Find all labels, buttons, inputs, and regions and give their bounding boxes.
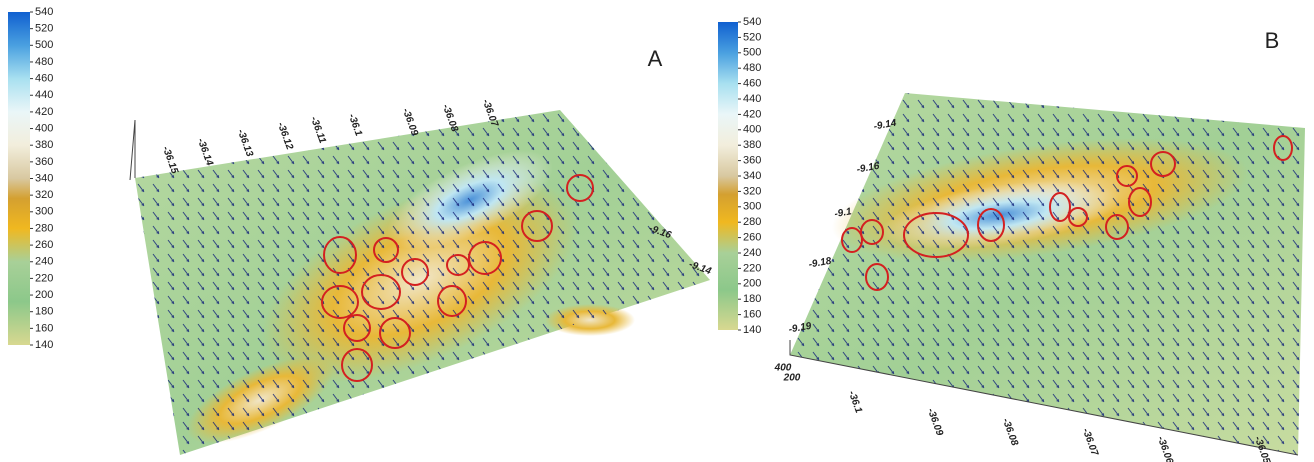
colorbar-label: 420: [743, 108, 761, 120]
surface-b: [790, 93, 1305, 455]
colorbar: [8, 12, 30, 345]
colorbar-label: 540: [35, 6, 53, 18]
colorbar-label: 340: [35, 172, 53, 184]
colorbar-label: 360: [743, 155, 761, 167]
colorbar-label: 440: [743, 93, 761, 105]
axis-tick-label: -36.12: [275, 121, 295, 152]
colorbar-label: 540: [743, 16, 761, 28]
axis-tick-label: 200: [783, 373, 801, 384]
colorbar-label: 280: [743, 216, 761, 228]
axis-tick-label: -36.1: [346, 112, 364, 138]
colorbar-label: 400: [35, 122, 53, 134]
axis-tick-label: -36.08: [1000, 417, 1020, 448]
axis-tick-label: -36.07: [1080, 427, 1100, 458]
colorbar-label: 260: [35, 239, 53, 251]
colorbar-label: 140: [35, 339, 53, 351]
colorbar-label: 140: [743, 324, 761, 336]
panel-label: B: [1265, 28, 1280, 53]
colorbar-label: 160: [35, 322, 53, 334]
colorbar-label: 380: [35, 139, 53, 151]
axis-tick-label: -36.15: [160, 145, 180, 176]
colorbar-label: 520: [743, 31, 761, 43]
colorbar-label: 480: [743, 62, 761, 74]
colorbar-label: 200: [743, 278, 761, 290]
colorbar-label: 220: [35, 272, 53, 284]
colorbar-label: 500: [743, 47, 761, 59]
colorbar-label: 180: [743, 293, 761, 305]
surface-a: [130, 110, 710, 461]
colorbar-label: 300: [35, 206, 53, 218]
colorbar-label: 220: [743, 262, 761, 274]
colorbar-label: 420: [35, 106, 53, 118]
colorbar-label: 280: [35, 222, 53, 234]
colorbar-label: 480: [35, 56, 53, 68]
colorbar-label: 240: [35, 256, 53, 268]
colorbar-label: 300: [743, 201, 761, 213]
colorbar-label: 160: [743, 309, 761, 321]
colorbar-label: 240: [743, 247, 761, 259]
colorbar-label: 360: [35, 156, 53, 168]
axis-tick-label: -36.14: [195, 137, 215, 168]
axis-tick-label: -36.09: [400, 107, 420, 138]
colorbar-label: 460: [743, 78, 761, 90]
figure: 540 520 500 480 460 440 420 400 380 360 340 320 300 2…: [0, 0, 1314, 462]
axis-tick-label: -36.13: [235, 128, 255, 159]
axis-tick-label: -36.11: [308, 115, 328, 145]
colorbar-label: 320: [35, 189, 53, 201]
colorbar-label: 380: [743, 139, 761, 151]
colorbar-label: 340: [743, 170, 761, 182]
colorbar-label: 520: [35, 23, 53, 35]
colorbar-label: 180: [35, 306, 53, 318]
colorbar-label: 400: [743, 124, 761, 136]
axis-tick-label: -36.1: [846, 389, 864, 415]
colorbar-label: 500: [35, 39, 53, 51]
colorbar-label: 320: [743, 185, 761, 197]
colorbar-label: 200: [35, 289, 53, 301]
colorbar-label: 440: [35, 89, 53, 101]
colorbar-label: 460: [35, 73, 53, 85]
colorbar-label: 260: [743, 232, 761, 244]
axis-tick-label: -36.06: [1155, 435, 1175, 462]
axis-tick-label: -36.09: [925, 407, 945, 438]
colorbar: [718, 22, 738, 330]
panel-label: A: [648, 46, 663, 71]
